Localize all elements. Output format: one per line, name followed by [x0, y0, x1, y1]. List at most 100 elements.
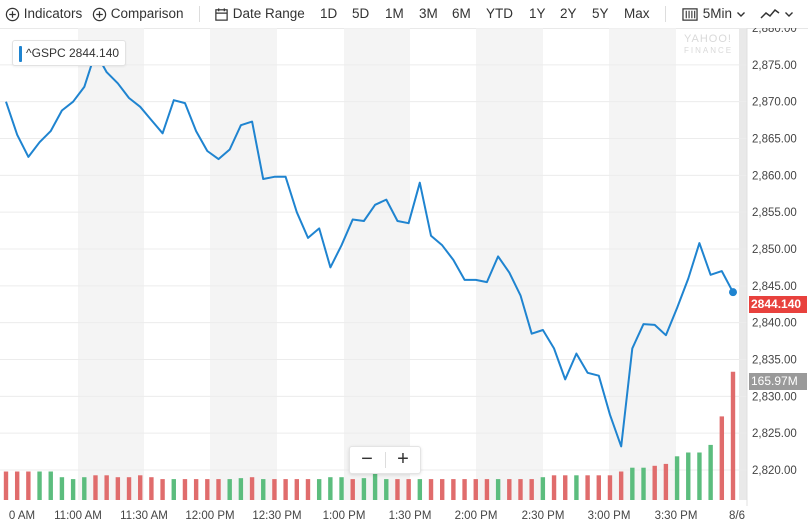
volume-bar [686, 452, 691, 500]
range-5d[interactable]: 5D [352, 6, 370, 21]
volume-bar [708, 444, 713, 500]
y-tick-label: 2,830.00 [752, 391, 797, 403]
x-tick-label: 1:30 PM [389, 510, 432, 522]
y-tick-label: 2,865.00 [752, 134, 797, 146]
x-tick-label: 2:30 PM [522, 510, 565, 522]
range-ytd[interactable]: YTD [486, 6, 513, 21]
volume-bar [585, 475, 590, 500]
volume-bar [540, 477, 546, 500]
session-band [344, 28, 410, 500]
volume-bar [182, 479, 188, 500]
watermark-line1: YAHOO! [684, 33, 732, 45]
x-axis: 0 AM 11:00 AM 11:30 AM 12:00 PM 12:30 PM 1:00… [9, 510, 745, 522]
line-chart-icon [760, 9, 780, 19]
legend-value: 2844.140 [68, 46, 120, 60]
range-2y[interactable]: 2Y [560, 6, 577, 21]
series-legend[interactable]: ^GSPC 2844.140 [12, 40, 127, 66]
y-tick-label: 2,880.00 [752, 28, 797, 35]
plus-circle-icon [5, 7, 20, 22]
y-tick-label: 2,845.00 [752, 281, 797, 293]
x-tick-label: 1:00 PM [323, 510, 366, 522]
x-tick-label: 12:00 PM [185, 510, 234, 522]
candlestick-interval-icon [682, 8, 698, 21]
volume-bar [730, 371, 736, 500]
volume-bar [339, 477, 344, 500]
volume-bar [126, 477, 132, 500]
volume-bar [171, 479, 176, 500]
volume-bars [3, 371, 736, 500]
date-range-button[interactable]: Date Range [214, 0, 305, 28]
x-tick-label: 11:00 AM [54, 510, 102, 522]
volume-bar [261, 479, 266, 500]
volume-bar [361, 478, 367, 500]
range-6m[interactable]: 6M [452, 6, 471, 21]
zoom-in-button[interactable]: + [397, 448, 409, 470]
volume-bar [618, 471, 624, 500]
price-chart[interactable]: 2,880.00 2,875.00 2,870.00 2,865.00 2,860.00… [0, 28, 808, 524]
volume-bar [641, 467, 646, 500]
volume-bar [216, 479, 221, 500]
volume-bar [14, 471, 20, 500]
chart-toolbar: Indicators Comparison Date Range 1D 5D 1… [0, 0, 808, 29]
indicators-button[interactable]: Indicators [5, 0, 82, 28]
price-line [5, 51, 734, 448]
volume-bar [440, 479, 445, 500]
volume-bar [719, 416, 725, 500]
x-tick-label: 3:30 PM [655, 510, 698, 522]
interval-dropdown[interactable]: 5Min [681, 0, 746, 28]
series-color-swatch [19, 45, 22, 62]
comparison-button[interactable]: Comparison [92, 0, 184, 28]
chevron-down-icon [736, 12, 745, 18]
y-tick-label: 2,855.00 [752, 207, 797, 219]
volume-bar [529, 479, 534, 500]
volume-bar [495, 479, 501, 500]
divider [385, 452, 386, 468]
volume-bar [93, 475, 98, 500]
range-3m[interactable]: 3M [419, 6, 438, 21]
volume-bar [372, 471, 378, 500]
y-tick-label: 2,850.00 [752, 244, 797, 256]
session-band [609, 28, 676, 500]
range-1m[interactable]: 1M [385, 6, 404, 21]
volume-bar [328, 477, 333, 500]
volume-bar [294, 479, 299, 500]
divider [199, 6, 200, 22]
volume-bar [473, 479, 478, 500]
volume-bar [406, 479, 411, 500]
yahoo-finance-watermark: YAHOO! FINANCE [684, 34, 733, 56]
volume-bar [160, 479, 165, 500]
volume-bar [82, 477, 87, 500]
volume-bar [507, 479, 512, 500]
volume-bar [305, 479, 311, 500]
volume-bar [518, 479, 523, 500]
volume-bar [3, 471, 9, 500]
volume-bar [563, 475, 568, 500]
volume-bar [115, 477, 121, 500]
y-tick-label: 2,870.00 [752, 97, 797, 109]
indicators-label: Indicators [23, 6, 83, 21]
session-bands [78, 28, 747, 500]
zoom-out-button[interactable]: − [361, 448, 373, 470]
volume-bar [26, 471, 31, 500]
volume-bar [428, 479, 434, 500]
range-5y[interactable]: 5Y [592, 6, 609, 21]
volume-bar [48, 471, 53, 500]
price-series [5, 51, 737, 448]
range-max[interactable]: Max [624, 6, 650, 21]
range-1d[interactable]: 1D [320, 6, 338, 21]
volume-bar [451, 479, 456, 500]
volume-bar [205, 479, 210, 500]
interval-label: 5Min [702, 6, 733, 21]
range-1y[interactable]: 1Y [529, 6, 546, 21]
volume-bar [607, 475, 613, 500]
volume-bar [630, 467, 635, 500]
last-price-dot [729, 288, 737, 297]
volume-bar [316, 479, 322, 500]
x-tick-label: 8/6 [729, 510, 745, 522]
y-axis: 2,880.00 2,875.00 2,870.00 2,865.00 2,860.00… [746, 28, 797, 506]
calendar-icon [215, 8, 228, 21]
volume-bar [59, 477, 65, 500]
volume-bar [272, 479, 277, 500]
chart-type-dropdown[interactable] [760, 0, 794, 28]
session-band [476, 28, 543, 500]
